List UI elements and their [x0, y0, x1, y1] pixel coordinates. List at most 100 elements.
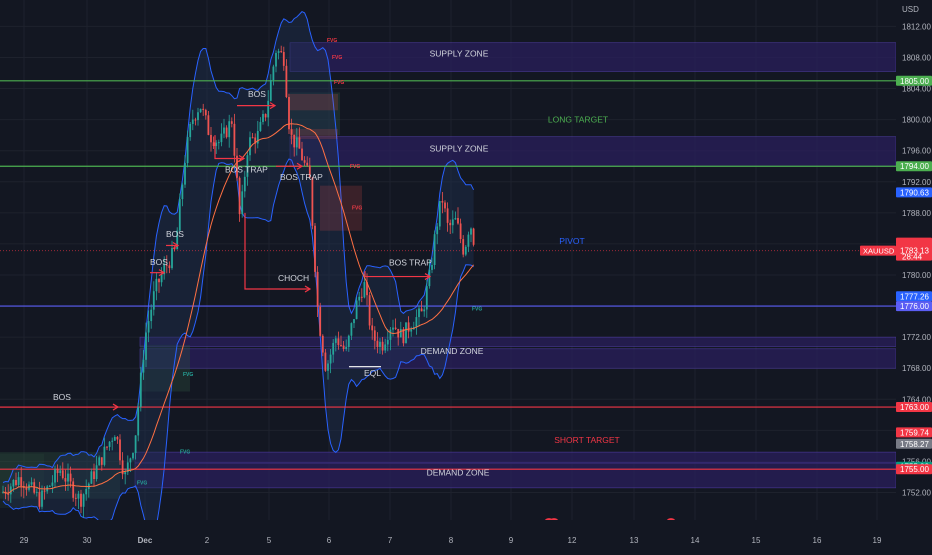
zone-box — [134, 462, 897, 489]
candle — [165, 255, 168, 274]
candle-body — [111, 440, 114, 442]
candle — [178, 193, 181, 232]
y-tick-label: 1772.00 — [902, 333, 931, 342]
candle-body — [407, 322, 410, 332]
candle-body — [386, 339, 389, 345]
candle-body — [428, 269, 431, 287]
x-tick-label: Dec — [138, 536, 153, 545]
candle — [345, 339, 348, 352]
candle — [384, 338, 387, 354]
candle — [467, 231, 470, 253]
candle-body — [418, 308, 420, 318]
candle — [90, 468, 93, 484]
candle — [262, 110, 264, 125]
candle — [277, 48, 280, 60]
candle — [9, 483, 12, 503]
candle — [428, 260, 431, 289]
candle-body — [124, 472, 127, 475]
candle-body — [254, 137, 257, 144]
candle-body — [368, 295, 371, 326]
x-tick-label: 30 — [83, 536, 92, 545]
fvg-tag: FVG — [137, 481, 147, 487]
x-tick-label: 12 — [568, 536, 577, 545]
arrow-head — [112, 403, 120, 411]
horizontal-levels — [0, 80, 896, 470]
candle — [74, 493, 77, 507]
candle-body — [280, 51, 283, 53]
candle — [160, 267, 163, 287]
candle — [290, 118, 293, 145]
candle-body — [90, 471, 93, 484]
x-tick-label: 14 — [691, 536, 700, 545]
structure-label: CHOCH — [278, 273, 309, 283]
candle — [217, 139, 220, 150]
y-tick-label: 1752.00 — [902, 489, 931, 498]
price-axis[interactable]: USD 1812.00 1808.00 1804.00 1800.00 1796.00 17… — [860, 0, 932, 550]
candle — [59, 465, 62, 476]
candle-body — [340, 345, 342, 347]
candle-body — [64, 478, 67, 482]
candle — [324, 348, 327, 372]
candle-body — [233, 123, 236, 156]
time-axis[interactable]: 29 30 Dec 2 5 6 7 8 9 12 13 14 15 16 19 — [0, 520, 932, 550]
price-badge: 1777.26 — [896, 291, 932, 302]
candle — [470, 227, 472, 243]
candle — [358, 291, 361, 307]
axis-bg — [896, 0, 932, 550]
candle — [311, 176, 314, 230]
price-badge: 1755.00 — [896, 464, 932, 475]
zone-box — [289, 42, 897, 72]
candle — [316, 266, 319, 317]
candle-body — [392, 327, 394, 330]
candle — [202, 103, 205, 116]
zone-box — [134, 451, 897, 464]
candle-body — [272, 66, 275, 81]
band-fill — [3, 11, 474, 538]
candle-body — [72, 481, 75, 498]
candle-body — [38, 491, 41, 507]
price-badge: 1790.63 — [896, 187, 932, 198]
candle-body — [220, 133, 223, 143]
price-badge-bg — [896, 402, 932, 413]
candle — [155, 271, 158, 301]
x-tick-label: 6 — [327, 536, 332, 545]
candle-body — [425, 286, 428, 310]
candle — [399, 321, 402, 338]
candle-body — [147, 321, 150, 333]
y-tick-label: 1812.00 — [902, 22, 931, 31]
candle — [319, 302, 322, 337]
candle — [407, 316, 410, 339]
candle-body — [324, 352, 327, 371]
candle — [82, 493, 85, 518]
structure-label: BOS — [53, 392, 71, 402]
arrow-head — [424, 273, 432, 281]
candle — [280, 45, 283, 54]
candle-body — [228, 121, 231, 138]
price-badge-bg — [896, 187, 932, 198]
candle — [51, 475, 54, 493]
candle-body — [236, 155, 238, 178]
candle-body — [402, 328, 405, 344]
candle — [350, 322, 353, 341]
candle-body — [85, 488, 88, 495]
candle-body — [181, 184, 184, 200]
candle — [314, 222, 316, 278]
price-badge-label: 1755.00 — [900, 465, 929, 474]
fvg-box — [290, 128, 338, 140]
candle-body — [223, 127, 225, 134]
structure-label: BOS — [248, 89, 266, 99]
candle-body — [467, 234, 470, 247]
price-badge-bg — [896, 438, 932, 449]
candle-body — [394, 327, 397, 329]
candle-body — [470, 228, 472, 235]
candle — [145, 322, 147, 368]
candle — [366, 273, 368, 306]
candle-body — [15, 479, 17, 485]
candle-body — [264, 113, 267, 118]
moving-average — [2, 123, 474, 494]
price-badge-bg — [896, 427, 932, 438]
candle-body — [51, 482, 54, 486]
structure-label: BOS — [150, 257, 168, 267]
